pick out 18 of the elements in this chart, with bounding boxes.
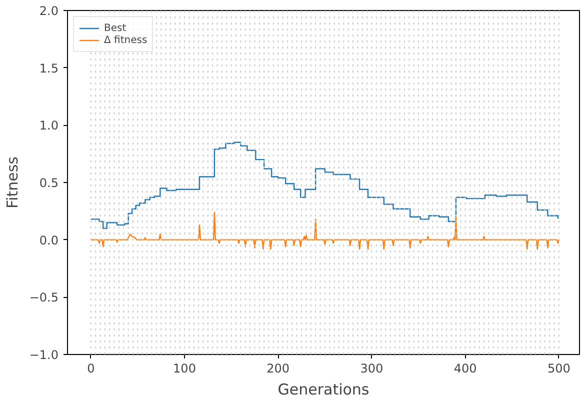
y-tick-label: 0.0	[39, 233, 59, 248]
x-tick-label: 100	[173, 362, 196, 376]
y-tick-label: 1.0	[39, 118, 59, 133]
y-tick-label: 1.5	[39, 61, 59, 76]
y-tick-label: −0.5	[29, 290, 58, 305]
y-tick-label: 2.0	[39, 4, 59, 18]
x-tick-label: 400	[454, 362, 477, 376]
x-tick-label: 200	[266, 362, 290, 376]
legend-label: Δ fitness	[104, 34, 148, 46]
legend-label: Best	[104, 22, 126, 34]
y-tick-label: −1.0	[29, 348, 58, 362]
line-series	[90, 212, 560, 250]
x-tick-label: 0	[87, 362, 95, 376]
y-axis-title: Fitness	[3, 156, 22, 208]
x-tick-label: 500	[547, 362, 570, 376]
x-axis-title: Generations	[278, 380, 370, 398]
x-tick-label: 300	[360, 362, 384, 376]
y-tick-label: 0.5	[39, 176, 59, 190]
